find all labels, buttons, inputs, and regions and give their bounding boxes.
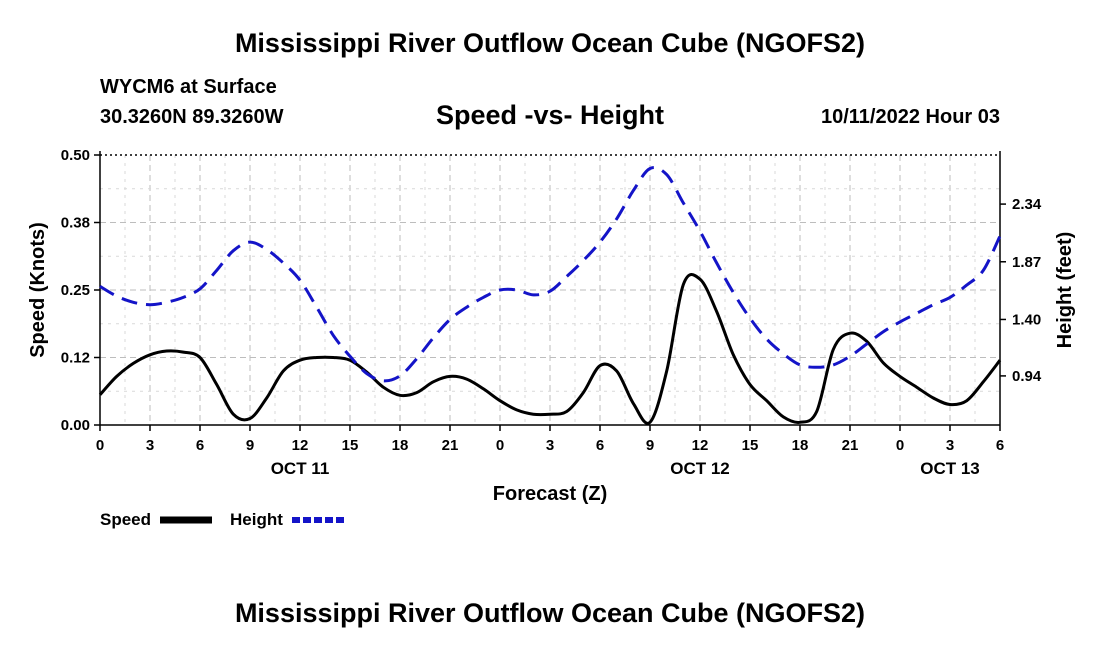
- x-date-label: OCT 13: [920, 459, 980, 478]
- x-tick-label: 15: [742, 437, 759, 454]
- x-tick-label: 0: [896, 437, 904, 454]
- y-tick-label-left: 0.38: [61, 215, 90, 232]
- x-tick-label: 18: [392, 437, 409, 454]
- x-tick-label: 3: [546, 437, 554, 454]
- x-tick-label: 12: [292, 437, 309, 454]
- x-date-label: OCT 11: [271, 459, 330, 478]
- x-tick-label: 6: [996, 437, 1004, 454]
- y-tick-label-left: 0.25: [61, 282, 90, 299]
- station-coordinates: 30.3260N 89.3260W: [100, 106, 284, 128]
- y-axis-title-left: Speed (Knots): [27, 222, 49, 358]
- x-axis-title: Forecast (Z): [493, 483, 607, 505]
- x-tick-label: 6: [596, 437, 604, 454]
- forecast-timestamp: 10/11/2022 Hour 03: [820, 106, 1000, 128]
- x-date-label: OCT 12: [670, 459, 730, 478]
- x-tick-label: 3: [946, 437, 954, 454]
- x-tick-label: 6: [196, 437, 204, 454]
- x-tick-label: 0: [96, 437, 104, 454]
- x-tick-label: 9: [646, 437, 654, 454]
- x-tick-label: 18: [792, 437, 809, 454]
- y-tick-label-right: 1.40: [1012, 311, 1041, 328]
- x-tick-label: 3: [146, 437, 154, 454]
- x-tick-label: 21: [842, 437, 859, 454]
- legend-height-label: Height: [230, 510, 283, 529]
- series-line-height: [99, 166, 1002, 383]
- y-tick-label-left: 0.12: [61, 350, 90, 367]
- chart-subtitle: Speed -vs- Height: [435, 100, 665, 130]
- x-tick-label: 0: [496, 437, 504, 454]
- y-tick-label-left: 0.00: [61, 417, 90, 434]
- series-line-speed: [98, 273, 1002, 425]
- x-tick-label: 12: [692, 437, 709, 454]
- x-tick-label: 21: [442, 437, 459, 454]
- y-axis-title-right: Height (feet): [1054, 232, 1076, 349]
- bottom-chart-title: Mississippi River Outflow Ocean Cube (NG…: [234, 598, 866, 628]
- chart-title: Mississippi River Outflow Ocean Cube (NG…: [234, 28, 866, 58]
- y-tick-label-right: 0.94: [1012, 368, 1042, 385]
- y-tick-label-right: 1.87: [1012, 254, 1041, 271]
- legend-speed-label: Speed: [100, 510, 151, 529]
- x-tick-label: 9: [246, 437, 254, 454]
- station-name: WYCM6 at Surface: [100, 76, 277, 98]
- y-tick-label-right: 2.34: [1012, 196, 1042, 213]
- x-tick-label: 15: [342, 437, 359, 454]
- y-tick-label-left: 0.50: [61, 147, 90, 164]
